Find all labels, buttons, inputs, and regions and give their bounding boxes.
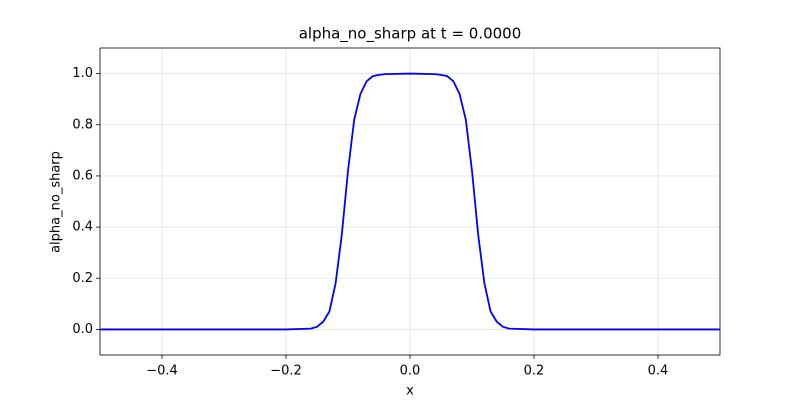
chart-title: alpha_no_sharp at t = 0.0000 — [299, 25, 522, 44]
x-tick-label: −0.4 — [146, 364, 178, 379]
x-tick-label: 0.4 — [648, 364, 669, 379]
y-tick-label: 0.2 — [72, 271, 93, 286]
y-tick-label: 0.8 — [72, 117, 93, 132]
plot-frame — [99, 47, 721, 356]
data-line — [100, 72, 720, 331]
x-tick-label: −0.2 — [270, 364, 302, 379]
y-tick-label: 1.0 — [72, 66, 93, 81]
x-tick-label: 0.2 — [524, 364, 545, 379]
y-tick-label: 0.0 — [72, 322, 93, 337]
y-axis-label: alpha_no_sharp — [49, 151, 64, 253]
x-axis-label: x — [406, 384, 414, 399]
y-tick-label: 0.6 — [72, 168, 93, 183]
x-tick-label: 0.0 — [400, 364, 421, 379]
y-tick-label: 0.4 — [72, 220, 93, 235]
